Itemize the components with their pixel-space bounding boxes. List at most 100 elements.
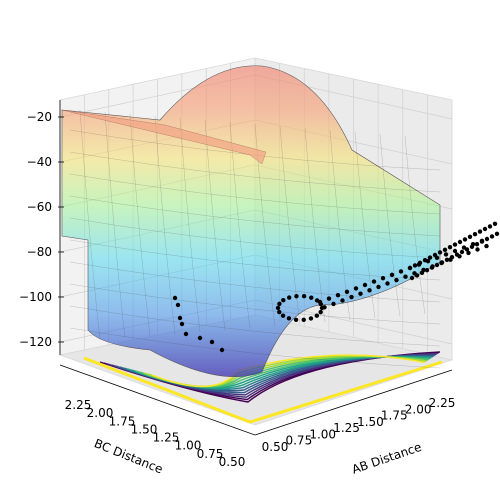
trajectory-point — [437, 250, 443, 255]
y-tick-label: 1.00 — [175, 439, 202, 453]
trajectory-point — [407, 265, 413, 271]
trajectory-point — [322, 305, 327, 310]
trajectory-point — [454, 252, 460, 257]
trajectory-point — [477, 229, 483, 234]
trajectory-point — [412, 263, 418, 268]
trajectory-point — [371, 279, 377, 284]
trajectory-point — [358, 291, 363, 296]
trajectory-point — [419, 270, 425, 275]
trajectory-point — [335, 293, 341, 298]
trajectory-point — [484, 243, 489, 249]
x-axis-line — [254, 369, 453, 436]
x-tick-label: 2.00 — [405, 402, 432, 416]
trajectory-point — [474, 242, 480, 247]
trajectory-point — [301, 294, 307, 299]
trajectory-point — [309, 295, 314, 300]
x-tick-label: 1.00 — [309, 427, 336, 441]
trajectory-point — [394, 277, 399, 283]
z-tick-label: −40 — [27, 155, 52, 169]
trajectory-point — [457, 239, 463, 245]
trajectory-point — [301, 317, 306, 323]
trajectory-point — [484, 236, 490, 242]
trajectory-point — [494, 231, 500, 236]
trajectory-point — [479, 239, 485, 244]
trajectory-point — [179, 321, 185, 327]
z-tick-label: −100 — [19, 290, 52, 304]
y-tick-label: 1.50 — [131, 422, 158, 436]
trajectory-point — [439, 260, 445, 265]
y-tick-label: 2.00 — [87, 406, 114, 420]
trajectory-point — [422, 258, 428, 263]
y-tick-label: 2.25 — [65, 398, 92, 412]
y-tick-label: 0.50 — [219, 455, 246, 469]
trajectory-point — [314, 313, 320, 318]
trajectory-point — [317, 299, 323, 305]
y-axis-ticks: 2.252.001.751.501.251.000.750.50 — [65, 398, 246, 469]
trajectory-point — [175, 302, 181, 308]
trajectory-point — [367, 288, 372, 293]
z-tick-label: −60 — [27, 200, 52, 214]
trajectory-point — [385, 281, 390, 286]
trajectory-point — [469, 244, 475, 249]
trajectory-point — [429, 265, 435, 270]
trajectory-point — [344, 289, 350, 294]
trajectory-point — [326, 296, 332, 301]
trajectory-point — [459, 249, 465, 255]
trajectory-point — [280, 313, 286, 318]
trajectory-point — [462, 237, 468, 242]
trajectory-point — [331, 301, 336, 307]
trajectory-point — [417, 260, 423, 265]
trajectory-point — [414, 273, 420, 278]
trajectory-point — [275, 305, 281, 311]
trajectory-point — [177, 315, 183, 321]
trajectory-point — [287, 295, 292, 300]
trajectory-point — [398, 269, 404, 274]
z-tick-label: −80 — [27, 245, 52, 259]
trajectory-point — [318, 309, 323, 315]
z-tick-label: −120 — [19, 335, 52, 349]
trajectory-point — [464, 247, 470, 252]
y-tick-label: 0.75 — [197, 447, 224, 461]
trajectory-point — [443, 252, 449, 257]
x-tick-label: 1.75 — [381, 409, 408, 423]
trajectory-point — [492, 221, 498, 226]
trajectory-point — [432, 252, 438, 258]
trajectory-point — [447, 245, 453, 250]
trajectory-markers — [172, 221, 500, 353]
trajectory-point — [449, 255, 455, 260]
trajectory-point — [219, 347, 225, 353]
trajectory-point — [277, 309, 282, 315]
trajectory-point — [409, 275, 415, 281]
trajectory-point — [444, 257, 450, 262]
x-tick-label: 0.50 — [262, 440, 289, 454]
trajectory-point — [380, 276, 386, 281]
trajectory-point — [466, 250, 471, 256]
trajectory-point — [197, 335, 203, 341]
y-axis-line — [59, 364, 256, 436]
trajectory-point — [349, 294, 354, 300]
trajectory-point — [277, 301, 282, 306]
trajectory-point — [308, 316, 314, 321]
x-tick-label: 2.25 — [429, 396, 456, 410]
trajectory-point — [353, 286, 359, 291]
trajectory-point — [209, 339, 215, 345]
trajectory-point — [293, 317, 299, 323]
trajectory-point — [403, 274, 408, 279]
trajectory-point — [294, 293, 299, 299]
trajectory-point — [427, 255, 433, 260]
z-axis-ticks: −120 −100 −80 −60 −40 −20 — [19, 110, 64, 349]
x-axis-label: AB Distance — [350, 440, 423, 477]
trajectory-point — [281, 297, 286, 303]
trajectory-point — [475, 247, 480, 252]
trajectory-point — [452, 248, 458, 254]
trajectory-point — [376, 284, 381, 290]
trajectory-point — [183, 331, 189, 337]
y-tick-label: 1.25 — [153, 431, 180, 445]
trajectory-point — [286, 316, 292, 321]
x-tick-label: 1.50 — [357, 415, 384, 429]
trajectory-point — [434, 262, 440, 268]
trajectory-point — [362, 282, 368, 288]
y-tick-label: 1.75 — [109, 414, 136, 428]
